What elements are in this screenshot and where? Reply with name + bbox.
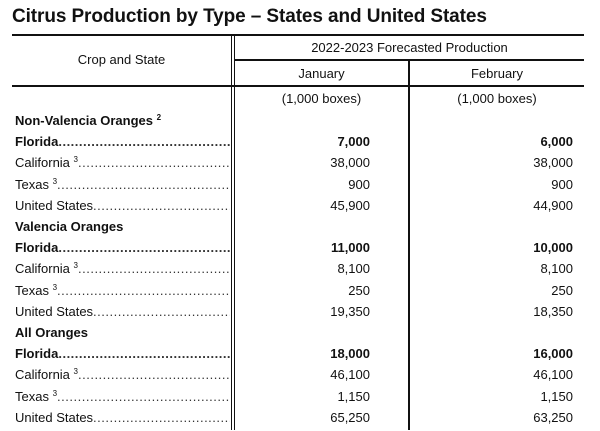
leader-dots: ........................................… <box>58 346 230 362</box>
leader-dots: ........................................… <box>93 409 230 425</box>
stub-divider-right <box>234 34 235 430</box>
january-header: January <box>298 66 345 81</box>
january-value: 1,150 <box>337 388 370 404</box>
footnote-marker: 3 <box>52 176 58 186</box>
table-row: Texas 3.................................… <box>0 177 600 198</box>
state-name: California <box>15 261 70 277</box>
february-header: February <box>470 66 524 81</box>
state-label: United States...........................… <box>15 304 230 319</box>
february-value: 8,100 <box>540 261 573 277</box>
table-row: California 3............................… <box>0 261 600 282</box>
state-label: United States...........................… <box>15 410 230 425</box>
state-name: United States <box>15 409 94 425</box>
state-label: United States...........................… <box>15 198 230 213</box>
state-label: California 3............................… <box>15 261 230 276</box>
crop-state-header: Crop and State <box>77 52 166 67</box>
state-label: Texas 3.................................… <box>15 177 230 192</box>
january-value: 19,350 <box>330 303 370 319</box>
state-name: United States <box>15 303 94 319</box>
state-label: Florida.................................… <box>15 240 230 255</box>
state-name: Texas <box>15 388 49 404</box>
january-value: 45,900 <box>330 197 370 213</box>
state-name: California <box>15 367 70 383</box>
february-value: 16,000 <box>533 346 573 362</box>
january-value: 11,000 <box>330 240 370 256</box>
footnote-marker: 3 <box>73 155 78 165</box>
state-name: Texas <box>15 176 49 192</box>
forecast-group-header: 2022-2023 Forecasted Production <box>311 40 508 55</box>
stub-divider-left <box>231 34 232 430</box>
february-value: 46,100 <box>533 367 573 383</box>
leader-dots: ........................................… <box>57 388 230 404</box>
february-unit: (1,000 boxes) <box>457 91 537 106</box>
january-value: 46,100 <box>330 367 370 383</box>
leader-dots: ........................................… <box>78 367 230 383</box>
february-value: 38,000 <box>533 155 573 171</box>
table-row: Florida.................................… <box>0 346 600 367</box>
january-value: 7,000 <box>337 134 370 150</box>
january-unit: (1,000 boxes) <box>281 91 362 106</box>
footnote-marker: 3 <box>73 367 78 377</box>
month-divider <box>408 60 410 430</box>
table-row: Texas 3.................................… <box>0 389 600 410</box>
state-label: Texas 3.................................… <box>15 389 230 404</box>
january-value: 18,000 <box>330 346 370 362</box>
state-name: Florida <box>15 240 59 256</box>
group-label: All Oranges <box>15 325 88 340</box>
february-value: 1,150 <box>540 388 573 404</box>
february-value: 63,250 <box>533 409 573 425</box>
january-value: 8,100 <box>337 261 370 277</box>
state-name: United States <box>15 197 94 213</box>
state-name: California <box>15 155 70 171</box>
state-label: Texas 3.................................… <box>15 283 230 298</box>
february-value: 6,000 <box>540 134 573 150</box>
header-bottom-rule <box>12 85 584 87</box>
table-row: United States...........................… <box>0 410 600 431</box>
state-name: Florida <box>15 346 59 362</box>
top-rule <box>12 34 584 36</box>
group-label: Valencia Oranges <box>15 219 124 234</box>
leader-dots: ........................................… <box>58 240 230 256</box>
table-row: Texas 3.................................… <box>0 283 600 304</box>
leader-dots: ........................................… <box>57 176 230 192</box>
page-title: Citrus Production by Type – States and U… <box>12 6 487 27</box>
state-name: Texas <box>15 282 49 298</box>
leader-dots: ........................................… <box>58 134 230 150</box>
february-value: 18,350 <box>533 303 573 319</box>
state-label: California 3............................… <box>15 367 230 382</box>
february-value: 10,000 <box>533 240 573 256</box>
group-label: Non-Valencia Oranges <box>15 113 153 128</box>
leader-dots: ........................................… <box>78 261 230 277</box>
state-label: Florida.................................… <box>15 134 230 149</box>
group-heading: Non-Valencia Oranges 2 <box>0 113 600 134</box>
state-label: California 3............................… <box>15 155 230 170</box>
group-heading: All Oranges <box>0 325 600 346</box>
leader-dots: ........................................… <box>57 282 230 298</box>
table-row: California 3............................… <box>0 155 600 176</box>
group-heading: Valencia Oranges <box>0 219 600 240</box>
state-name: Florida <box>15 134 59 150</box>
footnote-marker: 3 <box>52 388 58 398</box>
leader-dots: ........................................… <box>93 303 230 319</box>
table-row: United States...........................… <box>0 198 600 219</box>
february-value: 44,900 <box>533 197 573 213</box>
table-row: United States...........................… <box>0 304 600 325</box>
table-row: California 3............................… <box>0 367 600 388</box>
footnote-marker: 3 <box>73 261 78 271</box>
february-value: 900 <box>551 176 573 192</box>
footnote-marker: 3 <box>52 282 58 292</box>
february-value: 250 <box>551 282 573 298</box>
table-row: Florida.................................… <box>0 240 600 261</box>
leader-dots: ........................................… <box>78 155 230 171</box>
january-value: 65,250 <box>330 409 370 425</box>
state-label: Florida.................................… <box>15 346 230 361</box>
january-value: 250 <box>348 282 370 298</box>
leader-dots: ........................................… <box>93 197 230 213</box>
january-value: 38,000 <box>330 155 370 171</box>
january-value: 900 <box>348 176 370 192</box>
table-row: Florida.................................… <box>0 134 600 155</box>
footnote-marker: 2 <box>156 113 162 122</box>
